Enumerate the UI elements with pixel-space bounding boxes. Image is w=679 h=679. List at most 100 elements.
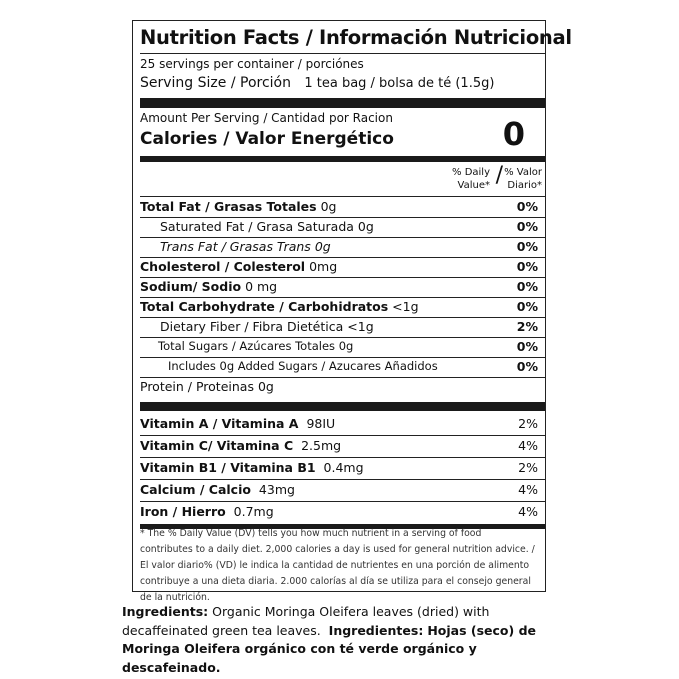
calories-label: Calories / Valor Energético — [140, 129, 394, 149]
nutrient-row: Total Sugars / Azúcares Totales 0g 0% — [140, 339, 538, 354]
divider — [140, 377, 545, 378]
nutrient-name: Sodium/ Sodio — [140, 279, 242, 294]
footnote: * The % Daily Value (DV) tells you how m… — [140, 528, 535, 603]
nutrient-row: Trans Fat / Grasas Trans 0g 0% — [140, 239, 538, 254]
nutrient-label: Trans Fat / Grasas Trans 0g — [140, 239, 331, 254]
thick-divider — [140, 98, 545, 108]
vitamin-amount: 2.5mg — [301, 438, 342, 453]
divider — [140, 53, 545, 54]
ingredients-label-es: Ingredientes: — [328, 622, 424, 638]
calories-value: 0 — [502, 115, 525, 153]
dv-slash: / — [495, 163, 503, 188]
divider — [140, 457, 545, 458]
nutrient-name: Total Carbohydrate / Carbohidratos — [140, 299, 389, 314]
vitamin-amount: 0.4mg — [323, 460, 364, 475]
nutrient-name: Includes 0g Added Sugars / Azucares Añad… — [168, 359, 438, 373]
nutrient-label: Total Fat / Grasas Totales 0g — [140, 199, 336, 214]
vd-line1: % Valor — [504, 167, 542, 178]
vitamin-percent: 4% — [518, 504, 538, 519]
divider — [140, 237, 545, 238]
vitamin-percent: 4% — [518, 438, 538, 453]
nutrient-percent: 0% — [516, 279, 538, 294]
nutrient-row: Dietary Fiber / Fibra Dietética <1g 2% — [140, 319, 538, 334]
vitamin-label: Calcium / Calcio 43mg — [140, 482, 295, 497]
nutrient-amount: 0mg — [309, 259, 338, 274]
nutrient-amount: 0g — [314, 239, 331, 254]
nutrient-row: Sodium/ Sodio 0 mg 0% — [140, 279, 538, 294]
divider — [140, 217, 545, 218]
nutrient-label: Sodium/ Sodio 0 mg — [140, 279, 277, 294]
nutrient-name: Cholesterol / Colesterol — [140, 259, 306, 274]
ingredients: Ingredients: Organic Moringa Oleifera le… — [122, 603, 562, 677]
nutrient-row: Saturated Fat / Grasa Saturada 0g 0% — [140, 219, 538, 234]
serving-size: Serving Size / Porción 1 tea bag / bolsa… — [140, 75, 538, 91]
nutrient-name: Total Fat / Grasas Totales — [140, 199, 317, 214]
divider — [140, 277, 545, 278]
vitamin-row: Calcium / Calcio 43mg 4% — [140, 482, 538, 497]
nutrient-row: Cholesterol / Colesterol 0mg 0% — [140, 259, 538, 274]
nutrient-amount: 0g — [338, 339, 354, 353]
dv-line2: Value* — [457, 180, 490, 191]
serving-size-label: Serving Size / Porción — [140, 75, 291, 91]
nutrition-facts-panel: Nutrition Facts / Información Nutriciona… — [132, 20, 572, 603]
amount-per-serving: Amount Per Serving / Cantidad por Racion — [140, 111, 393, 125]
nutrient-name: Saturated Fat / Grasa Saturada — [160, 219, 354, 234]
nutrient-percent: 2% — [516, 319, 538, 334]
vd-line2: Diario* — [507, 180, 542, 191]
nutrient-label: Cholesterol / Colesterol 0mg — [140, 259, 337, 274]
nutrient-percent: 0% — [516, 199, 538, 214]
nutrient-name: Protein / Proteinas — [140, 379, 254, 394]
vitamin-name: Vitamin A / Vitamina A — [140, 416, 299, 431]
serving-size-value: 1 tea bag / bolsa de té (1.5g) — [304, 76, 495, 91]
vitamin-row: Vitamin C/ Vitamina C 2.5mg 4% — [140, 438, 538, 453]
nutrient-percent: 0% — [516, 259, 538, 274]
thick-divider — [140, 156, 545, 162]
nutrient-row: Protein / Proteinas 0g — [140, 379, 538, 394]
vitamin-name: Calcium / Calcio — [140, 482, 251, 497]
servings-per-container: 25 servings per container / porciónes — [140, 57, 364, 71]
divider — [140, 297, 545, 298]
vitamin-label: Iron / Hierro 0.7mg — [140, 504, 274, 519]
nutrient-row: Total Carbohydrate / Carbohidratos <1g 0% — [140, 299, 538, 314]
divider — [140, 357, 545, 358]
nutrient-row: Total Fat / Grasas Totales 0g 0% — [140, 199, 538, 214]
vitamin-row: Iron / Hierro 0.7mg 4% — [140, 504, 538, 519]
nutrient-name: Total Sugars / Azúcares Totales — [158, 339, 336, 353]
panel-title: Nutrition Facts / Información Nutriciona… — [140, 26, 572, 49]
divider — [140, 196, 545, 197]
nutrient-amount: 0 mg — [245, 279, 278, 294]
nutrient-label: Total Carbohydrate / Carbohidratos <1g — [140, 299, 419, 314]
divider — [140, 435, 545, 436]
nutrient-label: Total Sugars / Azúcares Totales 0g — [140, 339, 353, 354]
vitamin-amount: 0.7mg — [233, 504, 274, 519]
vitamin-name: Vitamin C/ Vitamina C — [140, 438, 294, 453]
vitamin-percent: 2% — [518, 460, 538, 475]
nutrient-amount: 0g — [320, 199, 337, 214]
divider — [140, 479, 545, 480]
nutrient-percent: 0% — [516, 359, 538, 374]
divider — [140, 501, 545, 502]
nutrient-percent: 0% — [516, 339, 538, 354]
nutrient-label: Includes 0g Added Sugars / Azucares Añad… — [140, 359, 438, 374]
ingredients-label-en: Ingredients: — [122, 604, 209, 619]
nutrient-row: Includes 0g Added Sugars / Azucares Añad… — [140, 359, 538, 374]
vitamin-label: Vitamin A / Vitamina A 98IU — [140, 416, 335, 431]
nutrient-label: Saturated Fat / Grasa Saturada 0g — [140, 219, 374, 234]
vitamin-row: Vitamin A / Vitamina A 98IU 2% — [140, 416, 538, 431]
divider — [140, 337, 545, 338]
divider — [140, 317, 545, 318]
nutrient-label: Protein / Proteinas 0g — [140, 379, 274, 394]
nutrient-percent: 0% — [516, 299, 538, 314]
dv-line1: % Daily — [452, 167, 490, 178]
vitamin-name: Vitamin B1 / Vitamina B1 — [140, 460, 316, 475]
daily-value-header: % Daily Value* — [452, 166, 490, 192]
nutrient-name: Dietary Fiber / Fibra Dietética — [160, 319, 344, 334]
vitamin-amount: 98IU — [306, 416, 336, 431]
valor-diario-header: % Valor Diario* — [504, 166, 542, 192]
thick-divider — [140, 402, 545, 411]
nutrient-label: Dietary Fiber / Fibra Dietética <1g — [140, 319, 374, 334]
nutrient-amount: 0g — [357, 219, 374, 234]
nutrient-amount: <1g — [347, 319, 374, 334]
nutrient-percent: 0% — [516, 239, 538, 254]
vitamin-row: Vitamin B1 / Vitamina B1 0.4mg 2% — [140, 460, 538, 475]
